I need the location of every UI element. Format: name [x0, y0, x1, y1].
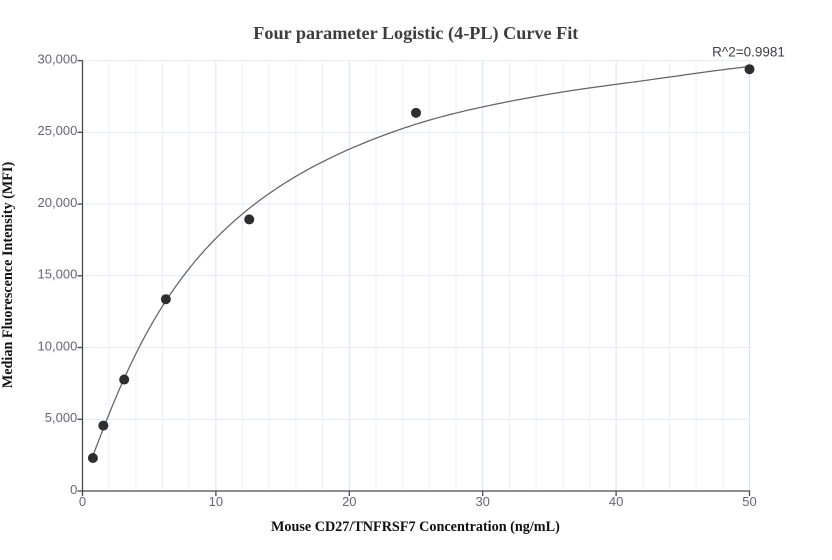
svg-text:25,000: 25,000: [38, 123, 78, 138]
svg-text:15,000: 15,000: [38, 267, 78, 282]
svg-text:40: 40: [609, 494, 623, 509]
svg-text:Median Fluorescence Intensity: Median Fluorescence Intensity (MFI): [0, 162, 16, 389]
svg-text:20: 20: [342, 494, 356, 509]
svg-text:0: 0: [70, 482, 77, 497]
svg-text:Mouse CD27/TNFRSF7 Concentrati: Mouse CD27/TNFRSF7 Concentration (ng/mL): [271, 519, 560, 535]
svg-text:30: 30: [475, 494, 489, 509]
svg-text:5,000: 5,000: [45, 410, 78, 425]
svg-text:30,000: 30,000: [38, 51, 78, 66]
svg-text:0: 0: [79, 494, 86, 509]
svg-text:R^2=0.9981: R^2=0.9981: [712, 45, 785, 60]
svg-text:50: 50: [742, 494, 756, 509]
svg-text:10,000: 10,000: [38, 338, 78, 353]
svg-text:Four parameter Logistic (4-PL): Four parameter Logistic (4-PL) Curve Fit: [253, 23, 578, 44]
svg-text:10: 10: [209, 494, 223, 509]
svg-text:20,000: 20,000: [38, 195, 78, 210]
